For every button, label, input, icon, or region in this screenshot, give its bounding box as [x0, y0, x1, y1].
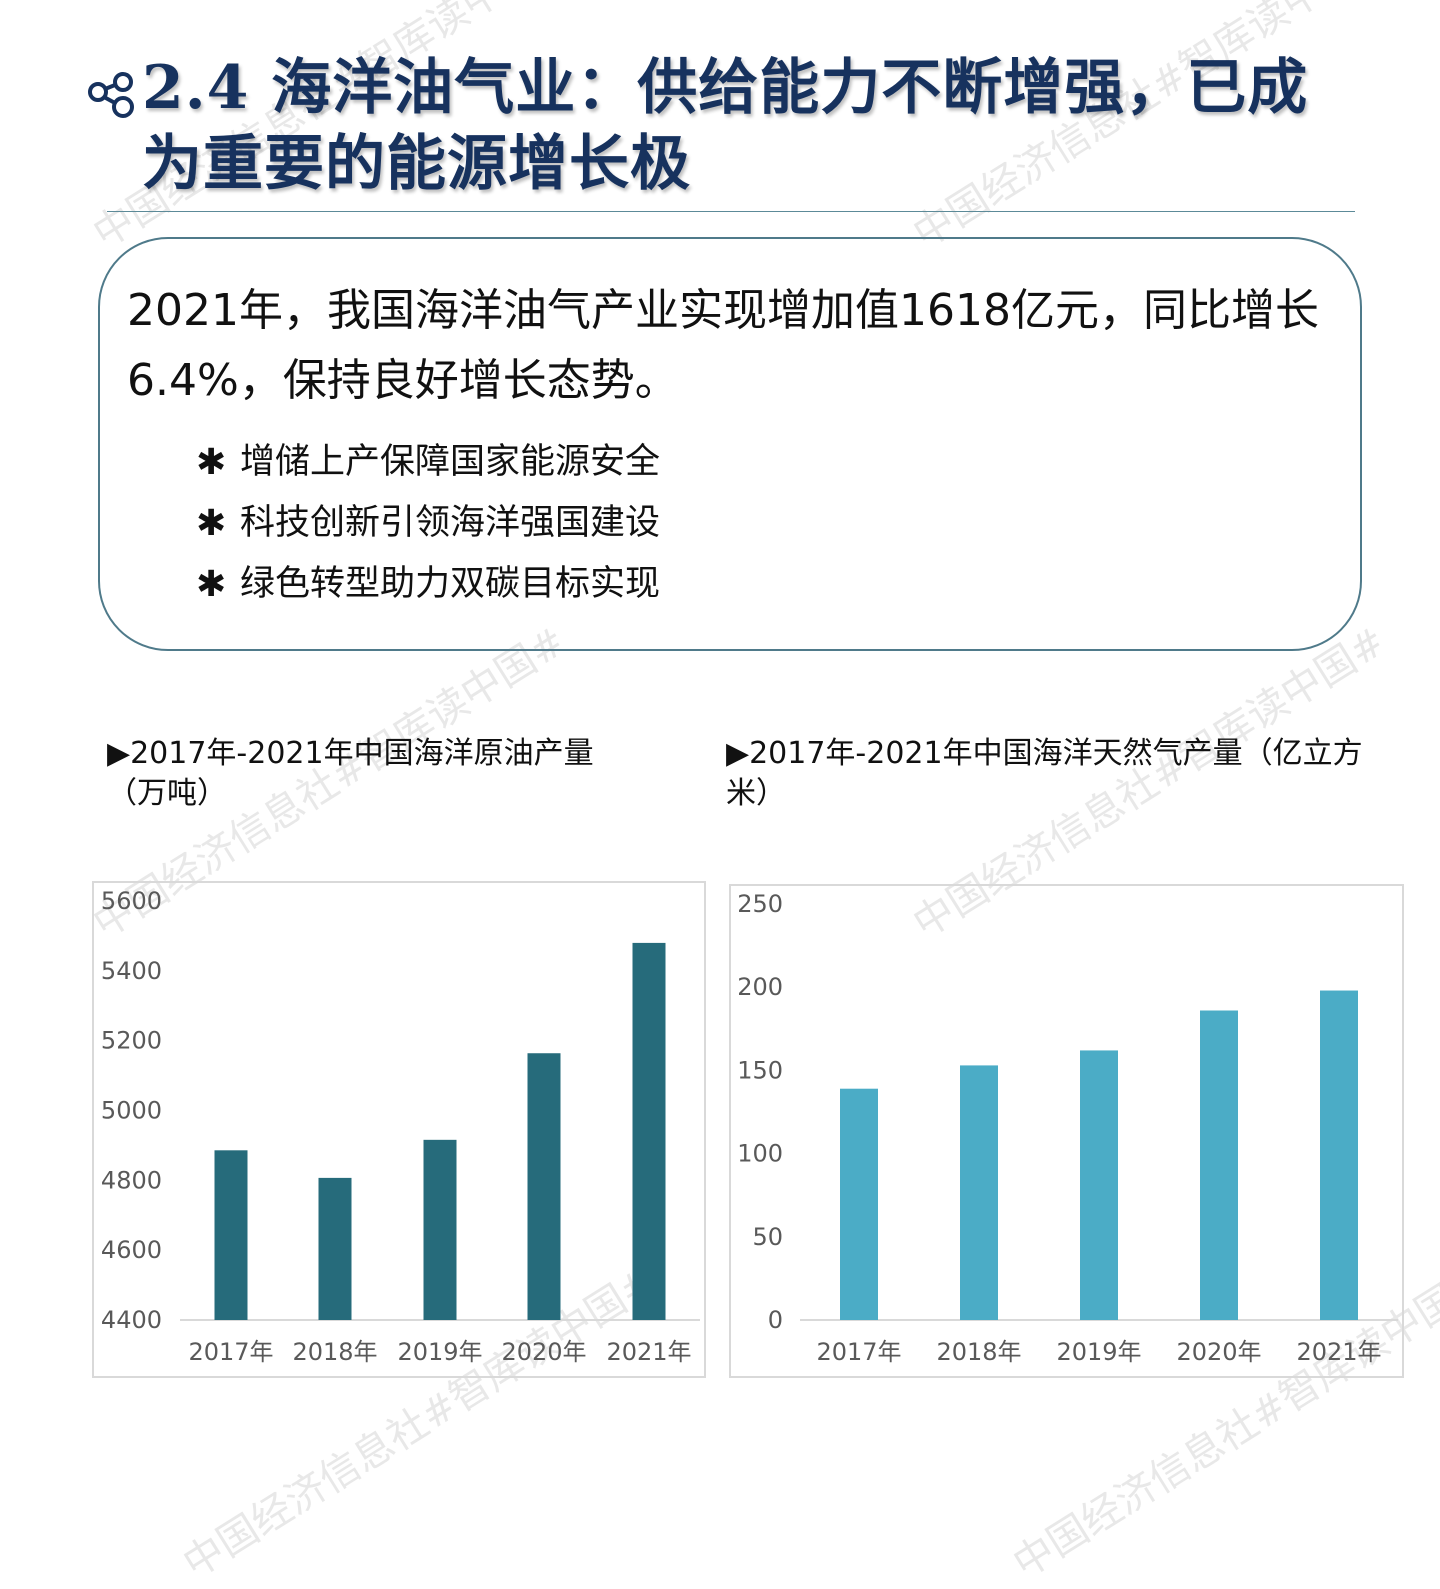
asterisk-icon: ✱ — [196, 442, 227, 483]
summary-lead: 2021年，我国海洋油气产业实现增加值1618亿元，同比增长6.4%，保持良好增… — [127, 285, 1319, 406]
list-item: ✱ 科技创新引领海洋强国建设 — [196, 493, 660, 554]
gas-y-tick-label: 50 — [752, 1223, 783, 1251]
gas-x-tick-label: 2021年 — [1296, 1338, 1381, 1366]
gas-y-tick-label: 0 — [768, 1306, 783, 1334]
gas-y-tick-label: 100 — [737, 1140, 783, 1168]
divider — [107, 211, 1355, 212]
share-nodes-icon — [88, 72, 134, 118]
bullet-text: 科技创新引领海洋强国建设 — [240, 503, 661, 543]
gas-y-tick-label: 150 — [737, 1056, 783, 1084]
oil-x-tick-label: 2017年 — [188, 1338, 273, 1366]
gas-chart-title: ▶2017年-2021年中国海洋天然气产量（亿立方米） — [726, 736, 1363, 811]
gas-bar — [960, 1065, 998, 1320]
oil-y-tick-label: 5400 — [101, 957, 162, 985]
gas-bar — [1320, 990, 1358, 1320]
gas-y-tick-label: 250 — [737, 890, 783, 918]
oil-bar — [318, 1177, 352, 1320]
gas-x-tick-label: 2017年 — [816, 1338, 901, 1366]
oil-x-tick-label: 2020年 — [501, 1338, 586, 1366]
bullet-text: 绿色转型助力双碳目标实现 — [240, 564, 661, 604]
oil-y-tick-label: 4800 — [101, 1166, 162, 1194]
asterisk-icon: ✱ — [196, 564, 227, 605]
bullet-list: ✱ 增储上产保障国家能源安全 ✱ 科技创新引领海洋强国建设 ✱ 绿色转型助力双碳目标实… — [196, 432, 660, 615]
asterisk-icon: ✱ — [196, 503, 227, 544]
oil-y-tick-label: 5000 — [101, 1097, 162, 1125]
oil-x-tick-label: 2019年 — [397, 1338, 482, 1366]
list-item: ✱ 增储上产保障国家能源安全 — [196, 432, 660, 493]
charts: 4400 4600 4800 5000 5200 5400 5600 2017年 2018年 20… — [101, 887, 1398, 1366]
bullet-text: 增储上产保障国家能源安全 — [240, 442, 661, 482]
list-item: ✱ 绿色转型助力双碳目标实现 — [196, 554, 660, 615]
oil-y-tick-label: 5600 — [101, 887, 162, 915]
oil-chart-title: ▶2017年-2021年中国海洋原油产量（万吨） — [107, 736, 594, 811]
oil-y-tick-label: 5200 — [101, 1027, 162, 1055]
oil-bar — [423, 1139, 457, 1320]
oil-x-tick-label: 2021年 — [606, 1338, 691, 1366]
oil-bar — [527, 1053, 561, 1320]
oil-bar — [214, 1150, 248, 1320]
gas-x-tick-label: 2020年 — [1176, 1338, 1261, 1366]
gas-x-tick-label: 2019年 — [1056, 1338, 1141, 1366]
gas-y-tick-label: 200 — [737, 973, 783, 1001]
oil-y-tick-label: 4600 — [101, 1236, 162, 1264]
oil-bar — [632, 942, 666, 1320]
gas-bar — [1080, 1050, 1118, 1320]
gas-chart-frame — [729, 884, 1404, 1378]
gas-x-tick-label: 2018年 — [936, 1338, 1021, 1366]
oil-chart-frame — [92, 881, 706, 1378]
gas-bar — [840, 1088, 878, 1320]
page-title: 2.4 海洋油气业：供给能力不断增强，已成为重要的能源增长极 — [142, 53, 1309, 199]
summary-box — [98, 237, 1362, 651]
gas-bar — [1200, 1010, 1238, 1320]
oil-y-tick-label: 4400 — [101, 1306, 162, 1334]
oil-x-tick-label: 2018年 — [292, 1338, 377, 1366]
